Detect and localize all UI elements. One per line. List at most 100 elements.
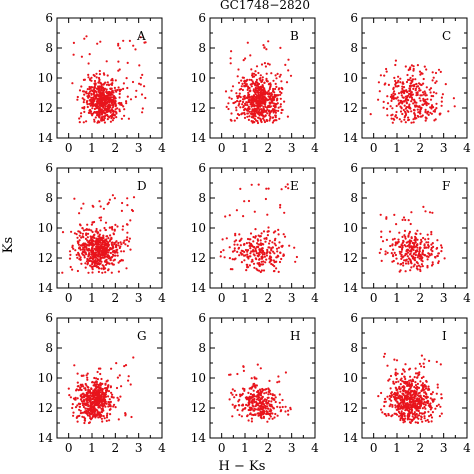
data-point [400, 250, 403, 253]
data-point [257, 391, 260, 394]
data-point [403, 414, 406, 418]
data-point [258, 249, 261, 252]
data-point [81, 251, 84, 254]
data-point [68, 250, 72, 253]
data-point [82, 202, 85, 205]
x-tick-label: 0 [218, 291, 226, 305]
data-point [395, 110, 398, 114]
data-point [414, 384, 418, 387]
data-point [247, 401, 250, 404]
data-point [410, 389, 413, 392]
data-point [401, 396, 404, 399]
data-point [252, 235, 255, 239]
data-point [91, 98, 94, 101]
data-point [98, 240, 101, 243]
data-point [86, 88, 89, 91]
data-point [420, 365, 423, 368]
data-point [78, 89, 82, 92]
data-point [96, 241, 99, 244]
data-point [239, 244, 242, 247]
data-point [394, 93, 397, 96]
data-point [391, 95, 394, 99]
data-point [132, 44, 135, 47]
data-point [264, 398, 267, 401]
data-point [423, 415, 426, 418]
data-point [419, 83, 422, 86]
data-point [400, 407, 404, 410]
data-point [250, 417, 253, 420]
data-point [271, 241, 274, 244]
data-point [396, 96, 399, 99]
data-point [88, 85, 91, 89]
data-point [108, 408, 111, 411]
data-point [76, 372, 79, 375]
data-point [424, 238, 427, 241]
data-point [404, 363, 407, 366]
data-point [390, 391, 393, 394]
data-point [399, 401, 402, 405]
data-point [414, 399, 417, 403]
data-point [398, 245, 401, 248]
data-point [263, 120, 267, 124]
data-point [243, 259, 246, 262]
data-point [82, 121, 85, 124]
data-point [241, 387, 245, 390]
data-point [249, 407, 252, 410]
data-point [241, 88, 244, 92]
data-point [91, 107, 94, 110]
data-point [414, 367, 417, 370]
data-point [428, 88, 431, 91]
data-point [82, 405, 85, 409]
data-point [425, 68, 428, 71]
data-point [423, 405, 426, 409]
data-point [416, 246, 419, 249]
data-point [280, 80, 283, 83]
data-point [256, 121, 260, 125]
data-point [120, 117, 123, 120]
data-point [88, 390, 92, 393]
data-point [258, 100, 261, 104]
data-point [68, 257, 72, 260]
data-point [410, 266, 413, 269]
data-point [434, 407, 437, 410]
data-point [129, 98, 133, 101]
data-point [244, 57, 247, 60]
data-point [246, 115, 249, 118]
data-point [255, 395, 259, 398]
data-point [262, 117, 265, 120]
data-point [277, 228, 280, 231]
data-point [407, 412, 410, 415]
data-point [260, 405, 263, 408]
data-point [400, 94, 403, 97]
data-point [427, 243, 430, 247]
data-point [400, 257, 403, 260]
data-point [102, 83, 105, 86]
data-point [246, 415, 249, 418]
data-point [113, 114, 116, 117]
data-point [277, 109, 280, 112]
data-point [120, 385, 123, 388]
x-tick-label: 0 [218, 441, 226, 455]
data-point [271, 99, 274, 102]
data-point [96, 42, 99, 45]
data-point [69, 396, 72, 399]
data-point [385, 70, 388, 73]
data-point [420, 263, 423, 266]
data-point [72, 41, 75, 45]
data-point [277, 106, 280, 109]
data-point [244, 103, 247, 106]
data-point [246, 107, 250, 110]
x-tick-label: 2 [265, 141, 273, 155]
data-point [251, 250, 255, 253]
data-point [384, 400, 387, 403]
data-point [381, 411, 384, 414]
data-point [412, 69, 415, 72]
data-point [401, 218, 404, 221]
data-point [404, 65, 407, 68]
data-point [139, 36, 142, 39]
data-point [95, 93, 98, 96]
data-point [72, 247, 75, 250]
data-point [92, 397, 95, 400]
data-point [224, 215, 227, 218]
